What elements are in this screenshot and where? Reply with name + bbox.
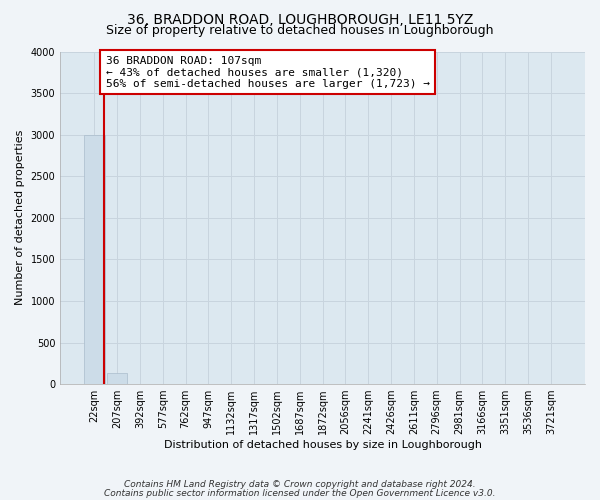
Bar xyxy=(84,134,104,384)
Text: Contains HM Land Registry data © Crown copyright and database right 2024.: Contains HM Land Registry data © Crown c… xyxy=(124,480,476,489)
Y-axis label: Number of detached properties: Number of detached properties xyxy=(15,130,25,306)
Text: Contains public sector information licensed under the Open Government Licence v3: Contains public sector information licen… xyxy=(104,488,496,498)
X-axis label: Distribution of detached houses by size in Loughborough: Distribution of detached houses by size … xyxy=(164,440,482,450)
Text: Size of property relative to detached houses in Loughborough: Size of property relative to detached ho… xyxy=(106,24,494,37)
Bar xyxy=(107,374,127,384)
Text: 36 BRADDON ROAD: 107sqm
← 43% of detached houses are smaller (1,320)
56% of semi: 36 BRADDON ROAD: 107sqm ← 43% of detache… xyxy=(106,56,430,89)
Text: 36, BRADDON ROAD, LOUGHBOROUGH, LE11 5YZ: 36, BRADDON ROAD, LOUGHBOROUGH, LE11 5YZ xyxy=(127,12,473,26)
